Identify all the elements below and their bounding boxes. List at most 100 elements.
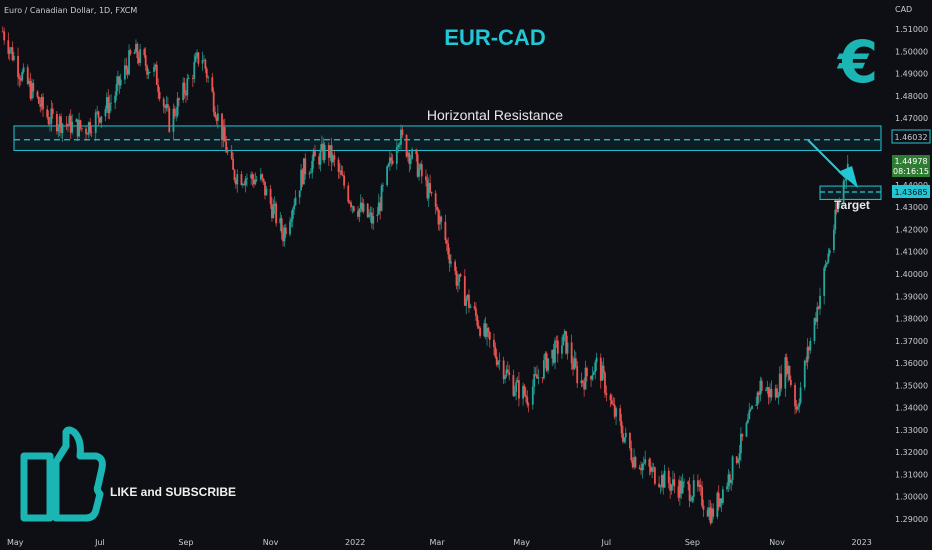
candle-body	[304, 158, 307, 175]
candle-body	[677, 486, 680, 498]
x-tick-label: 2022	[345, 538, 365, 547]
thumbs-up-icon[interactable]	[20, 426, 106, 522]
y-tick-label: 1.33000	[895, 426, 928, 435]
candle-body	[561, 345, 563, 354]
candle-body	[343, 175, 345, 186]
candle-body	[824, 264, 827, 268]
candle-body	[201, 60, 204, 64]
candle-body	[834, 209, 837, 230]
candle-body	[240, 174, 243, 185]
candle-body	[468, 294, 470, 308]
candle-body	[536, 374, 538, 379]
candle-body	[817, 306, 820, 309]
candle-body	[166, 104, 169, 108]
candle-body	[351, 206, 354, 208]
candle-body	[465, 298, 468, 306]
candle-body	[319, 149, 322, 165]
candle-body	[806, 347, 809, 363]
y-tick-label: 1.42000	[895, 225, 928, 234]
candle-body	[143, 49, 146, 56]
candle-body	[795, 406, 798, 410]
candle-body	[357, 211, 359, 217]
like-subscribe-label[interactable]: LIKE and SUBSCRIBE	[110, 485, 236, 499]
candle-body	[813, 318, 816, 341]
y-tick-label: 1.49000	[895, 70, 928, 79]
candle-body	[780, 373, 783, 389]
candle-body	[654, 467, 656, 484]
candle-body	[504, 376, 506, 380]
candle-body	[125, 65, 128, 69]
candle-body	[562, 334, 565, 346]
candle-body	[612, 403, 615, 405]
candle-body	[279, 218, 282, 224]
candle-body	[498, 360, 501, 362]
candle-body	[78, 120, 80, 137]
candle-body	[633, 457, 635, 468]
target-arrow-head	[838, 166, 858, 188]
candle-body	[147, 72, 150, 75]
candle-body	[769, 388, 771, 398]
candle-body	[688, 484, 691, 501]
candle-body	[581, 380, 584, 384]
candle-body	[290, 219, 293, 222]
candle-body	[251, 174, 254, 180]
candle-body	[728, 474, 731, 483]
candle-body	[282, 232, 284, 242]
candle-body	[437, 210, 440, 225]
candle-body	[495, 356, 498, 365]
candle-body	[205, 68, 208, 78]
candle-body	[222, 126, 225, 141]
candle-body	[308, 173, 311, 175]
candle-body	[370, 212, 373, 224]
candle-body	[473, 306, 476, 309]
candle-body	[785, 357, 788, 375]
candle-body	[759, 380, 762, 395]
candle-body	[835, 209, 838, 212]
candle-body	[244, 178, 247, 186]
candle-body	[1, 31, 4, 33]
candle-body	[662, 474, 665, 488]
candle-body	[21, 72, 24, 81]
candle-body	[11, 47, 14, 61]
candle-body	[787, 365, 789, 375]
candle-body	[416, 154, 419, 177]
candle-body	[531, 386, 534, 405]
y-tick-label: 1.50000	[895, 47, 928, 56]
resistance-price-text: 1.46032	[894, 133, 927, 142]
x-tick-label: May	[7, 538, 24, 547]
candle-body	[395, 147, 398, 164]
x-tick-label: May	[513, 538, 530, 547]
candle-body	[89, 122, 92, 133]
candle-body	[702, 505, 705, 510]
candle-body	[114, 95, 117, 103]
candle-body	[505, 369, 508, 377]
candle-body	[613, 404, 616, 417]
euro-icon: €	[836, 28, 878, 96]
candle-body	[516, 380, 519, 383]
candle-body	[502, 360, 505, 380]
target-price-text: 1.43685	[894, 188, 927, 197]
candle-body	[751, 405, 753, 410]
candle-body	[690, 500, 692, 502]
candle-body	[387, 163, 390, 167]
candle-body	[429, 183, 432, 192]
candle-body	[246, 178, 248, 179]
candle-body	[61, 123, 64, 134]
candle-body	[31, 82, 33, 99]
candle-body	[65, 123, 68, 125]
candle-body	[291, 209, 294, 220]
candle-body	[573, 358, 576, 370]
candle-body	[512, 375, 515, 396]
y-tick-label: 1.48000	[895, 92, 928, 101]
candle-body	[55, 113, 58, 132]
candle-body	[730, 479, 733, 483]
candle-body	[584, 367, 587, 390]
candle-body	[537, 377, 540, 379]
candle-body	[241, 184, 244, 185]
candle-body	[709, 507, 712, 523]
candle-body	[592, 372, 595, 375]
candle-body	[144, 55, 147, 66]
y-tick-label: 1.38000	[895, 315, 928, 324]
